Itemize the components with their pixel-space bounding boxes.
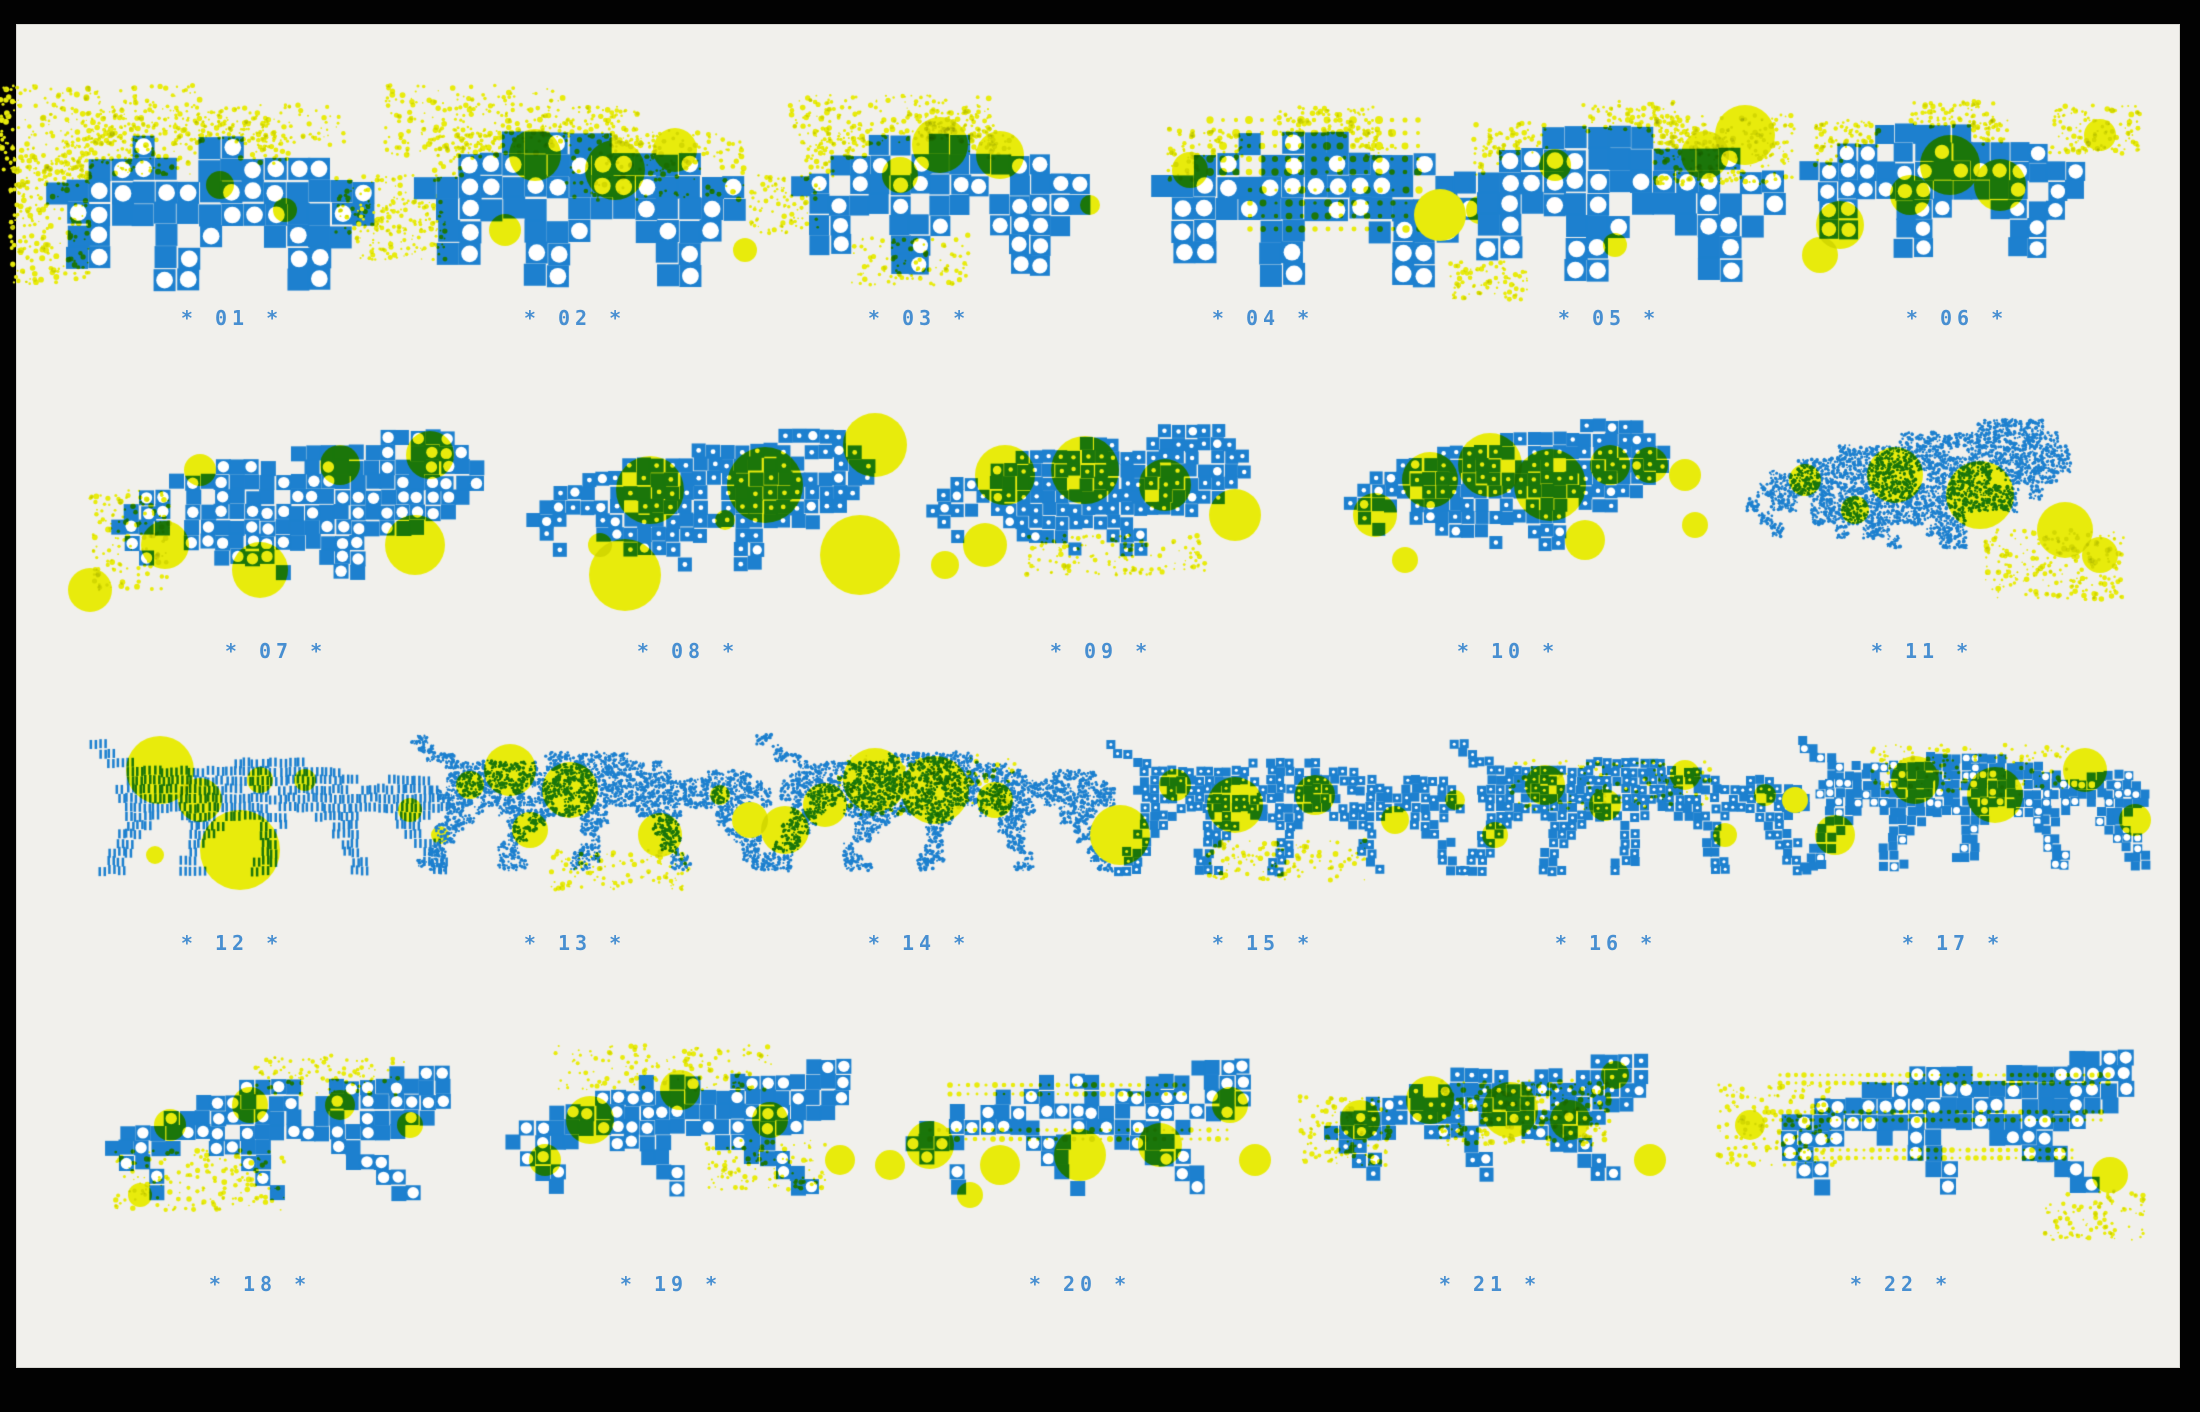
frame-label: * 16 * xyxy=(1554,931,1658,955)
cat-artwork-canvas xyxy=(1685,970,2200,1290)
frame-label: * 04 * xyxy=(1211,306,1315,330)
cat-frame-11: * 11 * xyxy=(1665,340,2163,663)
cat-frame-17: * 17 * xyxy=(1710,655,2200,955)
frame-label: * 20 * xyxy=(1028,1272,1132,1296)
frame-label: * 17 * xyxy=(1901,931,2005,955)
frame-label: * 21 * xyxy=(1438,1272,1542,1296)
frame-label: * 14 * xyxy=(867,931,971,955)
cat-artwork-canvas xyxy=(1665,340,2163,630)
frame-label: * 19 * xyxy=(619,1272,723,1296)
frame-label: * 02 * xyxy=(523,306,627,330)
cat-artwork-canvas xyxy=(1720,25,2200,337)
cat-artwork-canvas xyxy=(845,345,1343,635)
frame-label: * 07 * xyxy=(224,639,328,663)
cat-artwork-canvas xyxy=(1245,975,1741,1275)
frame-label: * 18 * xyxy=(208,1272,312,1296)
frame-label: * 12 * xyxy=(180,931,284,955)
cat-artwork-canvas xyxy=(1710,655,2200,950)
cat-frame-06: * 06 * xyxy=(1720,25,2200,337)
cat-frame-22: * 22 * xyxy=(1685,970,2200,1296)
paper-sheet: * 01 * * 02 * * 03 * * 04 * * 05 * * 06 … xyxy=(0,24,2200,1368)
frame-label: * 05 * xyxy=(1557,306,1661,330)
frame-label: * 10 * xyxy=(1456,639,1560,663)
frame-label: * 01 * xyxy=(180,306,284,330)
cat-frame-21: * 21 * xyxy=(1245,975,1741,1296)
frame-label: * 22 * xyxy=(1849,1272,1953,1296)
frame-label: * 13 * xyxy=(523,931,627,955)
frame-label: * 15 * xyxy=(1211,931,1315,955)
frame-label: * 06 * xyxy=(1905,306,2009,330)
frame-label: * 03 * xyxy=(867,306,971,330)
